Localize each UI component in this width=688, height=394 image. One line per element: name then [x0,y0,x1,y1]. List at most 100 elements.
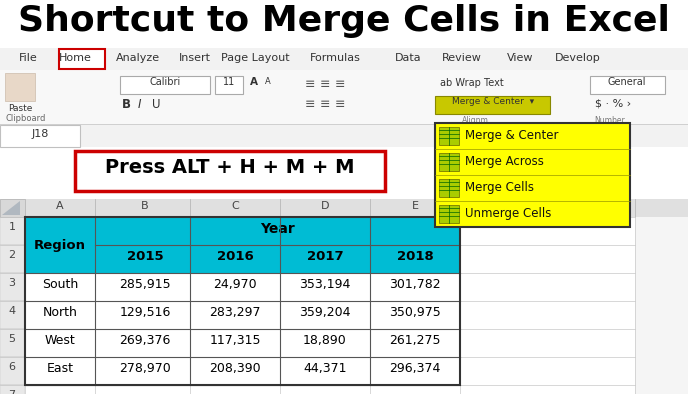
Text: 296,374: 296,374 [389,362,441,375]
Text: Develop: Develop [555,53,601,63]
Text: 2017: 2017 [307,250,343,263]
Text: General: General [608,77,646,87]
Bar [120,76,210,94]
Text: 269,376: 269,376 [119,334,171,347]
Text: Merge & Center: Merge & Center [465,129,559,142]
Text: H: H [551,201,559,211]
Text: East: East [47,362,74,375]
Bar [0,70,688,125]
Bar [0,199,25,217]
Text: 6: 6 [8,362,16,372]
Bar [439,205,459,223]
Text: Home: Home [58,53,92,63]
Text: B: B [141,201,149,211]
Text: File: File [19,53,37,63]
Bar [0,124,688,125]
Bar [439,179,459,197]
Text: Data: Data [395,53,421,63]
Bar [0,273,25,301]
Text: Insert: Insert [179,53,211,63]
Text: ≡: ≡ [305,98,315,111]
Bar [590,76,665,94]
Bar [435,123,630,227]
Bar [25,217,635,394]
Text: 1: 1 [8,222,16,232]
Bar [0,0,688,48]
Text: Analyze: Analyze [116,53,160,63]
Text: A: A [265,77,271,86]
Bar [0,199,688,394]
Text: Region: Region [34,238,86,251]
Text: 24,970: 24,970 [213,278,257,291]
Text: Paste: Paste [8,104,32,113]
Bar [0,199,688,217]
Bar [435,96,550,114]
Polygon shape [2,201,20,215]
Bar [25,217,460,385]
Text: North: North [43,306,78,319]
Text: A: A [56,201,64,211]
Text: 2: 2 [8,250,16,260]
Text: 117,315: 117,315 [209,334,261,347]
Text: Calibri: Calibri [149,77,181,87]
Text: 4: 4 [8,306,16,316]
Bar [0,48,688,70]
Text: ab Wrap Text: ab Wrap Text [440,78,504,88]
Text: B: B [122,98,131,111]
Text: 208,390: 208,390 [209,362,261,375]
Text: View: View [507,53,533,63]
Text: 285,915: 285,915 [119,278,171,291]
Text: E: E [411,201,418,211]
Text: 353,194: 353,194 [299,278,351,291]
Bar [439,127,459,145]
Bar [0,329,25,357]
Text: 2016: 2016 [217,250,253,263]
Text: Unmerge Cells: Unmerge Cells [465,207,551,220]
Bar [25,245,460,273]
Bar [439,153,459,171]
Text: 350,975: 350,975 [389,306,441,319]
Text: Clipboard: Clipboard [5,114,45,123]
Bar [0,245,25,273]
Text: 283,297: 283,297 [209,306,261,319]
Bar [0,385,25,394]
Bar [59,49,105,69]
Bar [0,301,25,329]
Bar [0,125,688,147]
Text: 7: 7 [8,390,16,394]
Text: ≡: ≡ [335,78,345,91]
Text: Formulas: Formulas [310,53,361,63]
Text: 18,890: 18,890 [303,334,347,347]
Text: I: I [138,98,142,111]
Bar [0,357,25,385]
Text: ≡: ≡ [320,98,330,111]
Text: Alignm: Alignm [462,116,488,125]
Text: Merge Cells: Merge Cells [465,181,534,194]
Text: Page Layout: Page Layout [221,53,290,63]
Text: C: C [231,201,239,211]
Bar [25,217,460,245]
Text: $ · % ›: $ · % › [595,98,631,108]
Text: Number: Number [594,116,625,125]
Bar [75,151,385,191]
Text: ≡: ≡ [305,78,315,91]
Text: 278,970: 278,970 [119,362,171,375]
Text: Year: Year [260,222,295,236]
Text: West: West [45,334,76,347]
Bar [0,217,25,245]
Text: ≡: ≡ [335,98,345,111]
Text: A: A [250,77,258,87]
Text: 2015: 2015 [127,250,163,263]
Text: Press ALT + H + M + M: Press ALT + H + M + M [105,158,355,177]
Text: Review: Review [442,53,482,63]
Text: D: D [321,201,330,211]
Text: 44,371: 44,371 [303,362,347,375]
Bar [5,73,35,101]
Text: U: U [152,98,160,111]
Text: 261,275: 261,275 [389,334,441,347]
Text: 11: 11 [223,77,235,87]
Text: 3: 3 [8,278,16,288]
Text: Merge Across: Merge Across [465,155,544,168]
Text: 301,782: 301,782 [389,278,441,291]
Text: J18: J18 [32,129,49,139]
